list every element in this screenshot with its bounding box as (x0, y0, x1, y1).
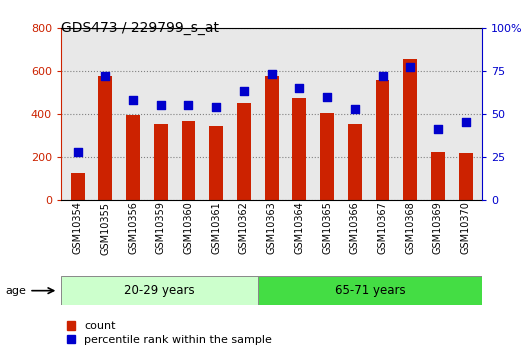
Point (267, 71, 276, 77)
Bar (237, 103, 251, 200)
Bar (70, 173, 84, 200)
Text: GSM10364: GSM10364 (294, 201, 304, 254)
Point (462, 120, 470, 125)
Bar (264, 76, 279, 200)
Point (434, 127, 442, 132)
Bar (320, 113, 334, 200)
Point (295, 85, 304, 91)
Text: GSM10360: GSM10360 (183, 201, 193, 254)
Text: GSM10362: GSM10362 (239, 201, 249, 255)
Point (350, 106, 359, 111)
Point (129, 97, 137, 103)
Bar (376, 80, 390, 200)
Text: GDS473 / 229799_s_at: GDS473 / 229799_s_at (61, 21, 219, 35)
Text: GSM10370: GSM10370 (461, 201, 471, 255)
Point (73, 149, 82, 155)
Bar (126, 115, 140, 200)
Text: GSM10363: GSM10363 (267, 201, 277, 254)
Text: age: age (5, 286, 26, 296)
Bar (403, 59, 417, 200)
Text: GSM10367: GSM10367 (377, 201, 387, 255)
Bar (459, 152, 473, 200)
Text: GSM10369: GSM10369 (433, 201, 443, 254)
Point (323, 94, 331, 99)
Point (240, 89, 248, 94)
Bar (209, 126, 223, 200)
Point (101, 73, 110, 79)
Point (378, 73, 387, 79)
Point (156, 102, 165, 108)
Text: GSM10356: GSM10356 (128, 201, 138, 255)
Text: GSM10359: GSM10359 (156, 201, 166, 255)
FancyBboxPatch shape (61, 276, 258, 305)
Text: GSM10365: GSM10365 (322, 201, 332, 255)
Bar (154, 124, 167, 200)
Bar (348, 124, 361, 200)
Point (406, 65, 414, 70)
Text: GSM10354: GSM10354 (73, 201, 83, 255)
Text: 20-29 years: 20-29 years (124, 284, 195, 297)
Text: GSM10355: GSM10355 (100, 201, 110, 255)
Point (212, 104, 220, 110)
FancyBboxPatch shape (258, 276, 482, 305)
Point (184, 102, 193, 108)
Bar (182, 121, 196, 200)
Bar (99, 76, 112, 200)
Text: GSM10366: GSM10366 (350, 201, 360, 254)
Text: GSM10368: GSM10368 (405, 201, 415, 254)
Bar (293, 98, 306, 200)
Legend: count, percentile rank within the sample: count, percentile rank within the sample (66, 321, 272, 345)
Bar (431, 151, 445, 200)
Text: GSM10361: GSM10361 (211, 201, 221, 254)
Text: 65-71 years: 65-71 years (334, 284, 405, 297)
